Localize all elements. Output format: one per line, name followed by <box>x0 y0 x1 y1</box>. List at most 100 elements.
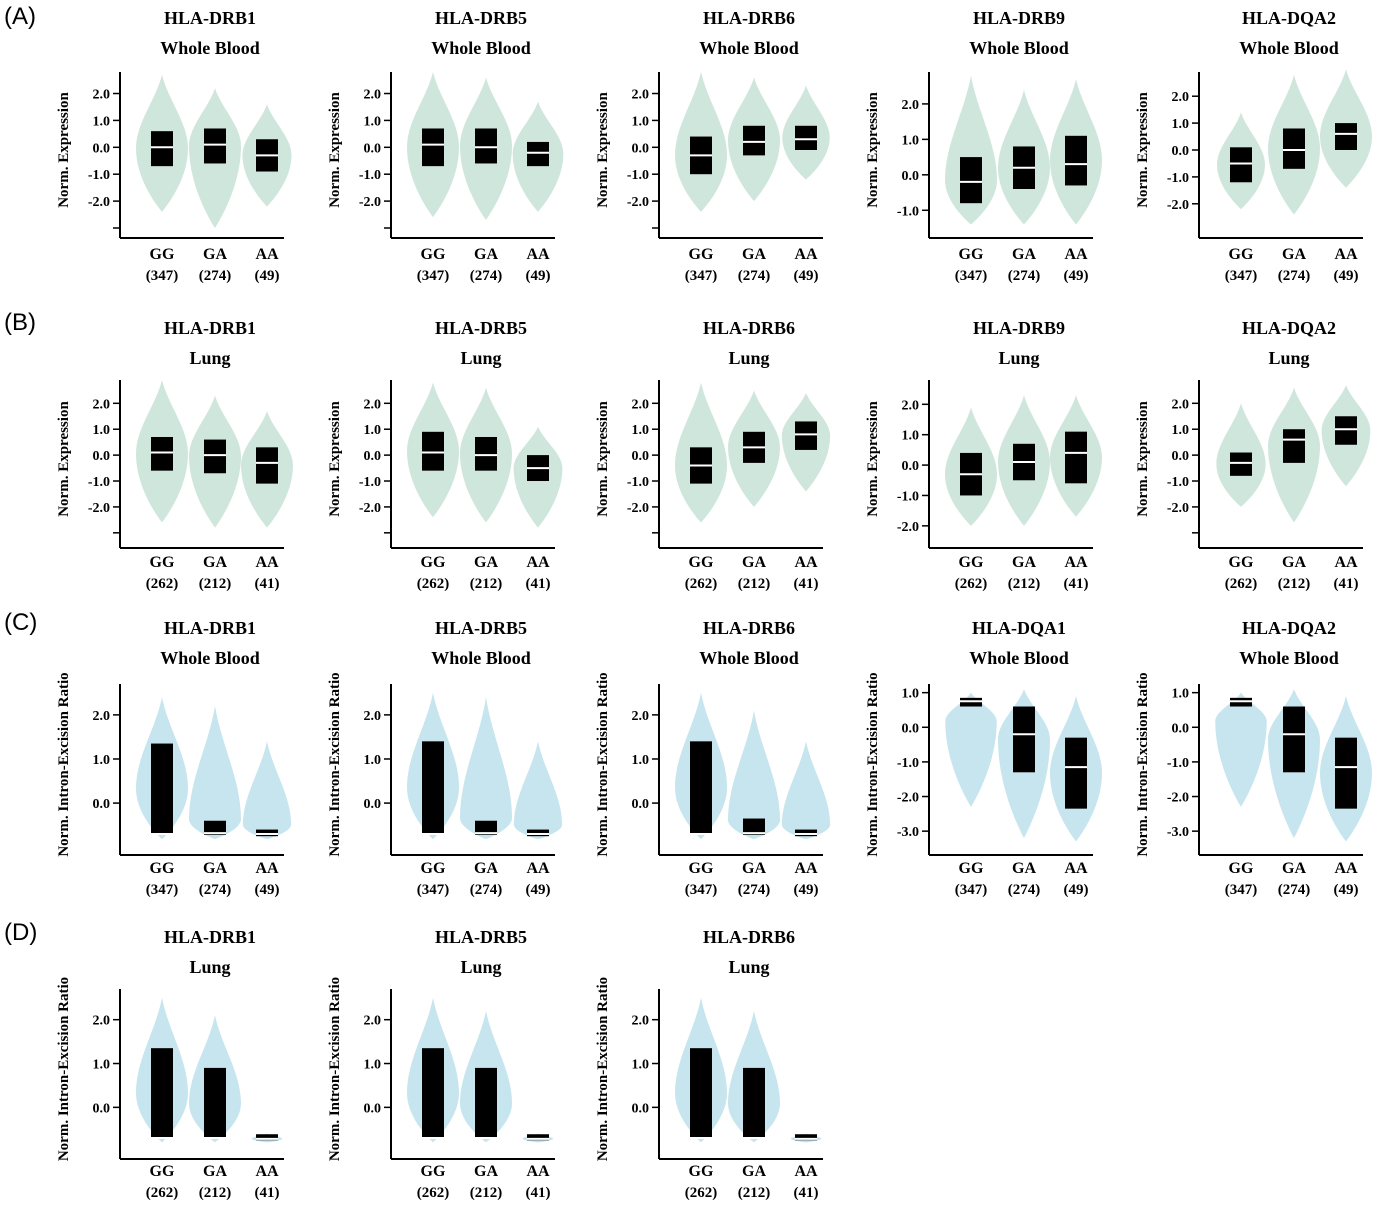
chart-b-hla-dqa2: HLA-DQA2 Lung Norm. Expression 2.0 1.0 0.0 -1.… <box>1135 318 1371 592</box>
x-category-label: GG <box>959 554 984 571</box>
y-tick-label: 1.0 <box>902 429 920 444</box>
x-sample-count: (274) <box>1008 882 1041 898</box>
y-tick-label: -2.0 <box>88 501 110 516</box>
x-sample-count: (41) <box>526 576 551 592</box>
chart-title: HLA-DRB1 <box>164 8 256 28</box>
x-category-label: AA <box>794 860 818 877</box>
violin-aa <box>513 741 563 840</box>
chart-a-hla-drb9: HLA-DRB9 Whole Blood Norm. Expression 2.0 1.… <box>865 8 1102 284</box>
x-category-label: GG <box>689 246 714 263</box>
violin-charts: HLA-DRB1 Whole Blood Norm. Expression 2.0 1.… <box>56 8 1372 1201</box>
chart-tissue: Whole Blood <box>1239 648 1339 668</box>
y-tick-label: 2.0 <box>1172 90 1190 105</box>
y-tick-label: 2.0 <box>632 1014 650 1029</box>
y-axis-label: Norm. Expression <box>865 401 881 517</box>
box-aa <box>527 141 549 167</box>
y-tick-label: 2.0 <box>902 98 920 113</box>
y-tick-label: 1.0 <box>93 114 111 129</box>
x-category-label: GA <box>1282 246 1306 263</box>
box-aa <box>795 421 817 450</box>
x-sample-count: (41) <box>255 576 280 592</box>
chart-c-hla-dqa2: HLA-DQA2 Whole Blood Norm. Intron-Excision… <box>1135 618 1372 898</box>
x-sample-count: (347) <box>685 268 718 284</box>
chart-d-hla-drb1: HLA-DRB1 Lung Norm. Intron-Excision Ratio 2… <box>56 927 284 1201</box>
y-tick-label: -1.0 <box>1167 475 1189 490</box>
x-sample-count: (274) <box>1278 268 1311 284</box>
chart-b-hla-drb5: HLA-DRB5 Lung Norm. Expression 2.0 1.0 0.0 -1.… <box>327 318 563 592</box>
x-sample-count: (262) <box>1225 576 1258 592</box>
x-category-label: AA <box>255 1163 279 1180</box>
y-tick-label: 2.0 <box>632 88 650 103</box>
x-category-label: AA <box>255 246 279 263</box>
x-category-label: AA <box>526 860 550 877</box>
box-ga <box>475 128 497 164</box>
box-aa <box>795 125 817 150</box>
x-category-label: GG <box>689 860 714 877</box>
x-category-label: GA <box>474 1163 498 1180</box>
x-category-label: AA <box>794 554 818 571</box>
x-sample-count: (49) <box>255 268 280 284</box>
chart-title: HLA-DQA2 <box>1242 618 1336 638</box>
x-sample-count: (347) <box>685 882 718 898</box>
violin-ga <box>728 710 780 840</box>
x-sample-count: (41) <box>255 1185 280 1201</box>
chart-c-hla-drb6: HLA-DRB6 Whole Blood Norm. Intron-Excision… <box>595 618 831 898</box>
x-category-label: AA <box>255 860 279 877</box>
y-tick-label: 0.0 <box>632 141 650 156</box>
x-sample-count: (262) <box>955 576 988 592</box>
chart-tissue: Lung <box>189 957 230 977</box>
x-category-label: GA <box>742 1163 766 1180</box>
chart-tissue: Whole Blood <box>969 38 1069 58</box>
y-tick-label: 0.0 <box>1172 449 1190 464</box>
x-sample-count: (212) <box>1008 576 1041 592</box>
chart-title: HLA-DRB9 <box>973 8 1065 28</box>
chart-title: HLA-DRB9 <box>973 318 1065 338</box>
x-sample-count: (41) <box>1334 576 1359 592</box>
y-tick-label: 0.0 <box>364 1101 382 1116</box>
box-gg <box>690 741 712 834</box>
chart-d-hla-drb5: HLA-DRB5 Lung Norm. Intron-Excision Ratio 2… <box>327 927 555 1201</box>
chart-tissue: Whole Blood <box>699 648 799 668</box>
x-category-label: GA <box>203 1163 227 1180</box>
x-sample-count: (49) <box>1334 268 1359 284</box>
x-category-label: AA <box>794 246 818 263</box>
y-tick-label: 1.0 <box>93 423 111 438</box>
y-axis-label: Norm. Intron-Excision Ratio <box>865 672 881 856</box>
y-axis-label: Norm. Intron-Excision Ratio <box>56 672 72 856</box>
x-category-label: AA <box>526 246 550 263</box>
y-tick-label: -2.0 <box>359 501 381 516</box>
box-ga <box>743 125 765 156</box>
x-category-label: GG <box>959 860 984 877</box>
x-category-label: GG <box>421 1163 446 1180</box>
x-category-label: AA <box>526 554 550 571</box>
y-tick-label: 2.0 <box>364 397 382 412</box>
box-gg <box>422 128 444 167</box>
chart-a-hla-drb1: HLA-DRB1 Whole Blood Norm. Expression 2.0 1.… <box>56 8 292 284</box>
y-axis-label: Norm. Expression <box>56 92 72 208</box>
chart-a-hla-drb5: HLA-DRB5 Whole Blood Norm. Expression 2.0 1.… <box>327 8 564 284</box>
x-sample-count: (212) <box>199 576 232 592</box>
box-gg <box>151 743 173 834</box>
x-sample-count: (347) <box>417 268 450 284</box>
panel-letter-d: (D) <box>4 919 37 946</box>
y-tick-label: -1.0 <box>627 475 649 490</box>
y-axis-label: Norm. Expression <box>327 401 343 517</box>
chart-tissue: Whole Blood <box>699 38 799 58</box>
y-axis-label: Norm. Expression <box>865 92 881 208</box>
chart-b-hla-drb1: HLA-DRB1 Lung Norm. Expression 2.0 1.0 0.0 -1.… <box>56 318 293 592</box>
y-tick-label: 2.0 <box>93 88 111 103</box>
chart-d-hla-drb6: HLA-DRB6 Lung Norm. Intron-Excision Ratio 2… <box>595 927 823 1201</box>
x-category-label: GA <box>203 246 227 263</box>
y-tick-label: 2.0 <box>632 709 650 724</box>
x-sample-count: (41) <box>794 1185 819 1201</box>
box-aa <box>795 1134 817 1141</box>
chart-tissue: Whole Blood <box>160 38 260 58</box>
box-gg <box>422 431 444 471</box>
x-category-label: GG <box>150 860 175 877</box>
chart-tissue: Whole Blood <box>969 648 1069 668</box>
chart-title: HLA-DRB6 <box>703 318 795 338</box>
box-aa <box>1065 135 1087 186</box>
y-axis-label: Norm. Expression <box>327 92 343 208</box>
y-tick-label: 1.0 <box>1172 117 1190 132</box>
y-tick-label: 1.0 <box>1172 423 1190 438</box>
